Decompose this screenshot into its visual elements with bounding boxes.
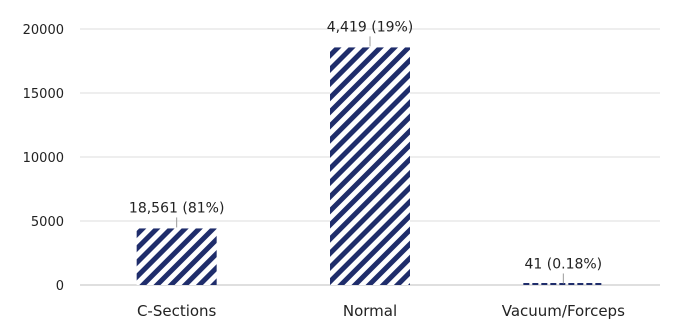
data-labels: 18,561 (81%) 4,419 (19%) 41 (0.18%) — [129, 19, 602, 284]
x-axis: C-Sections Normal Vacuum/Forceps — [137, 302, 625, 320]
x-tick-label: C-Sections — [137, 302, 217, 320]
y-tick-label: 15000 — [23, 87, 64, 102]
bar — [136, 228, 217, 285]
y-tick-label: 20000 — [23, 23, 64, 38]
data-label: 4,419 (19%) — [327, 19, 414, 35]
y-tick-label: 10000 — [23, 151, 64, 166]
bar — [330, 47, 410, 285]
y-axis: 0 5000 10000 15000 20000 — [23, 23, 64, 294]
x-tick-label: Vacuum/Forceps — [502, 302, 625, 320]
y-tick-label: 0 — [56, 279, 64, 294]
data-label: 41 (0.18%) — [524, 256, 602, 272]
y-tick-label: 5000 — [31, 215, 64, 230]
data-label: 18,561 (81%) — [129, 200, 224, 216]
bars — [136, 47, 604, 285]
x-tick-label: Normal — [343, 302, 397, 320]
